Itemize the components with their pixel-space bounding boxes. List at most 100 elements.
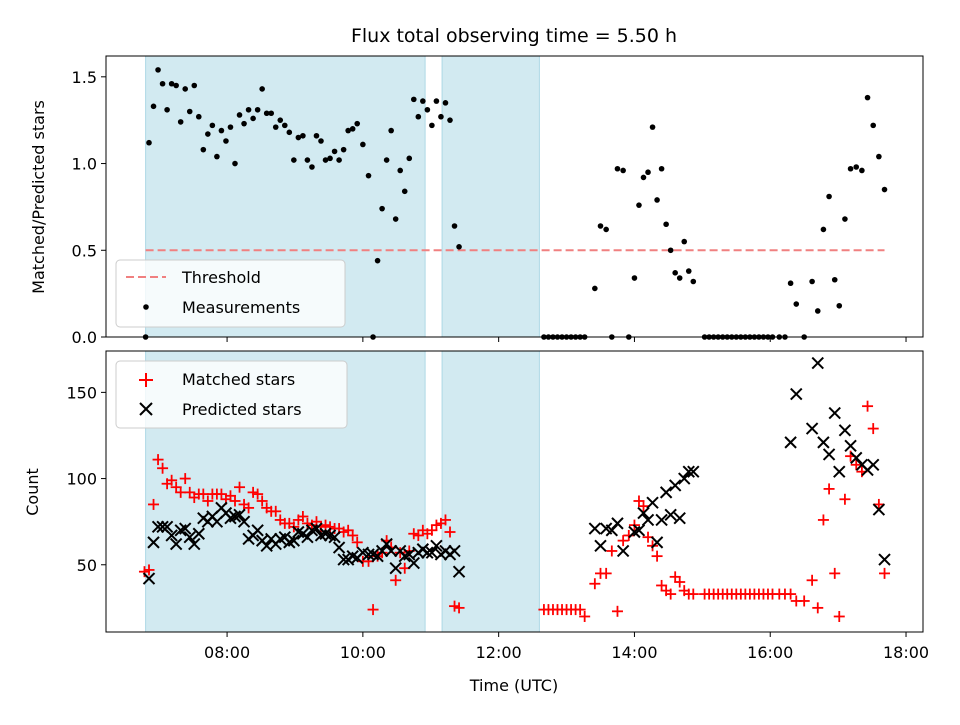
measurement-point: [592, 285, 598, 292]
predicted-point: [375, 544, 389, 558]
matched-point: [638, 500, 649, 512]
measurement-point: [597, 223, 604, 229]
predicted-point: [183, 530, 196, 544]
measurement-point: [401, 188, 408, 195]
predicted-point: [637, 506, 650, 520]
measurement-point: [645, 169, 651, 176]
predicted-point: [233, 508, 246, 521]
legend-matched-swatch: [139, 373, 153, 387]
matched-point: [651, 550, 663, 562]
predicted-point: [678, 472, 691, 485]
measurement-point: [420, 98, 426, 104]
matched-point: [270, 505, 282, 517]
measurement-point: [195, 113, 202, 120]
measurement-point: [268, 110, 275, 117]
predicted-point: [337, 553, 350, 566]
predicted-point: [668, 479, 682, 492]
measurement-point: [442, 100, 449, 106]
matched-point: [611, 605, 623, 617]
matched-point: [202, 495, 214, 507]
measurement-point: [876, 153, 882, 160]
bottom-y-ticks: 50 100 150: [66, 383, 106, 575]
matched-point: [817, 514, 829, 526]
measurement-point: [254, 106, 261, 113]
measurement-point: [397, 167, 404, 174]
measurement-point: [291, 157, 297, 163]
predicted-point: [169, 537, 183, 551]
matched-point: [234, 481, 246, 493]
bottom-y-tick-label: 50: [77, 556, 97, 575]
measurement-point: [433, 98, 440, 104]
bottom-legend: Matched stars Predicted stars: [115, 360, 348, 429]
measurement-point: [429, 122, 435, 129]
measurement-point: [281, 122, 288, 129]
bottom-axes-frame: [105, 350, 924, 633]
matched-point: [351, 536, 363, 548]
measurement-point: [826, 193, 832, 200]
matched-point: [873, 498, 885, 510]
measurement-point: [304, 157, 311, 163]
legend-measurements-swatch: [143, 304, 149, 310]
measurement-point: [331, 148, 338, 155]
predicted-point: [682, 465, 695, 478]
matched-point: [347, 529, 359, 541]
measurement-point: [603, 226, 609, 233]
matched-point: [143, 564, 155, 576]
measurement-point: [672, 270, 678, 276]
measurement-point: [186, 108, 193, 115]
matched-point: [850, 459, 862, 471]
measurement-point: [447, 117, 453, 123]
x-tick-label: 14:00: [611, 643, 657, 662]
top-y-ticks: 0.0 0.5 1.0 1.5: [72, 68, 106, 347]
measurement-point: [438, 113, 444, 120]
top-y-tick-label: 0.0: [72, 328, 97, 347]
measurement-point: [392, 216, 399, 222]
matched-point: [839, 493, 851, 505]
matched-point: [229, 495, 241, 507]
measurement-point: [676, 275, 683, 281]
measurement-point: [820, 226, 827, 233]
legend-matched-label: Matched stars: [182, 370, 295, 389]
matched-point: [623, 529, 635, 541]
matched-point: [665, 588, 677, 600]
top-axes-frame: [105, 55, 924, 338]
predicted-point: [811, 356, 824, 370]
predicted-point: [594, 539, 607, 553]
measurement-point: [340, 146, 347, 153]
legend-measurements-label: Measurements: [182, 298, 300, 317]
predicted-point: [160, 520, 174, 534]
measurement-point: [631, 275, 638, 281]
predicted-point: [192, 527, 205, 540]
measurement-point: [654, 197, 660, 203]
predicted-stars-series: [142, 356, 891, 585]
measurement-point: [620, 167, 626, 174]
predicted-point: [817, 436, 830, 449]
matched-point: [390, 574, 402, 586]
measurement-point: [663, 221, 669, 228]
measurement-point: [374, 257, 381, 264]
measurement-point: [295, 134, 302, 141]
measurement-point: [168, 80, 175, 87]
top-y-tick-label: 1.0: [72, 155, 97, 174]
predicted-point: [655, 513, 668, 527]
bottom-y-tick-label: 100: [66, 470, 97, 489]
measurement-point: [354, 120, 361, 127]
measurement-point: [406, 155, 413, 162]
legend-predicted-label: Predicted stars: [182, 400, 302, 419]
chart-title: Flux total observing time = 5.50 h: [351, 25, 677, 47]
measurement-point: [223, 138, 229, 144]
matched-point: [862, 400, 874, 412]
x-tick-label: 08:00: [204, 643, 250, 662]
matched-point: [297, 510, 309, 522]
predicted-point: [389, 562, 402, 575]
predicted-point: [790, 387, 803, 401]
predicted-point: [822, 448, 836, 461]
measurement-point: [456, 244, 462, 250]
predicted-point: [287, 534, 301, 547]
predicted-point: [328, 530, 341, 544]
matched-stars-series: [138, 400, 891, 622]
measurement-point: [159, 80, 166, 87]
measurement-point: [690, 278, 697, 285]
predicted-point: [844, 439, 857, 453]
predicted-point: [616, 544, 630, 558]
